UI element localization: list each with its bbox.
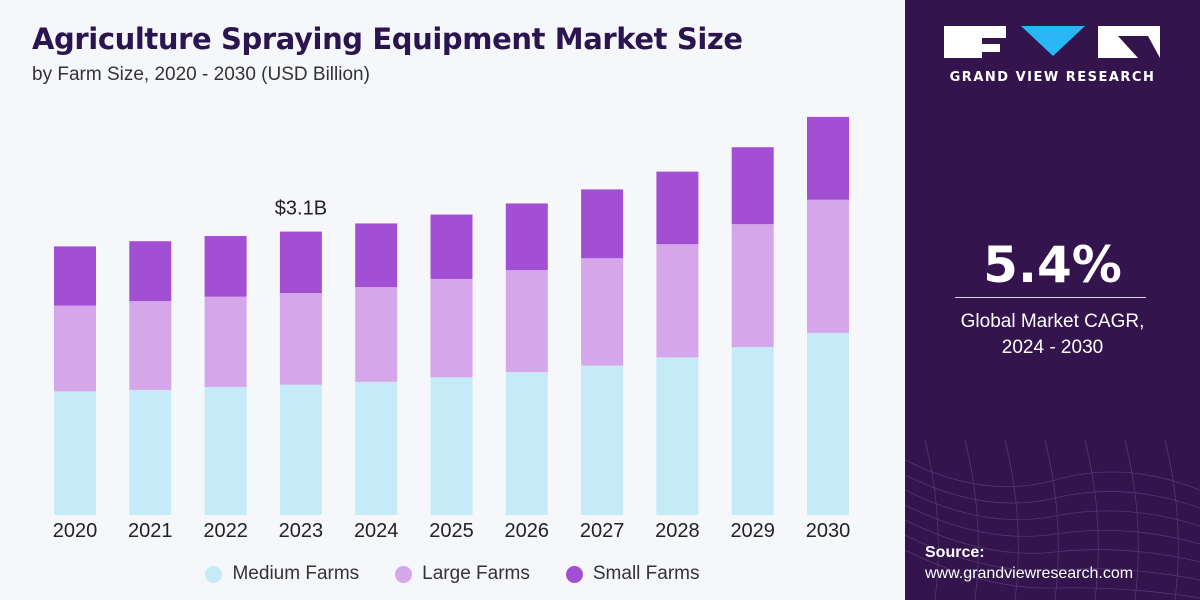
x-tick-label-2021: 2021 (128, 520, 173, 542)
bar-2028-small-farms (656, 171, 699, 245)
legend-swatch-small-farms (565, 565, 583, 583)
cagr-label-line2: 2024 - 2030 (1001, 337, 1104, 358)
bar-2023-medium-farms (279, 384, 322, 515)
bar-2027-medium-farms (581, 365, 624, 515)
bar-2020-small-farms (54, 246, 96, 306)
x-tick-label-2026: 2026 (505, 520, 550, 542)
bar-2028-medium-farms (656, 357, 699, 515)
cagr-label-line1: Global Market CAGR, (960, 311, 1145, 332)
cagr-value: 5.4% (983, 236, 1122, 294)
x-tick-label-2020: 2020 (53, 520, 98, 542)
bar-2022-large-farms (204, 296, 247, 387)
gvr-logo-icon (944, 26, 1160, 58)
bar-2020-large-farms (54, 305, 96, 392)
source-label: Source: (925, 544, 985, 561)
legend-label-small-farms: Small Farms (592, 563, 700, 584)
chart-subtitle: by Farm Size, 2020 - 2030 (USD Billion) (32, 64, 370, 85)
bar-2028-large-farms (656, 244, 699, 358)
bar-2029-large-farms (731, 224, 774, 348)
legend-label-large-farms: Large Farms (422, 563, 530, 584)
x-tick-label-2028: 2028 (655, 520, 700, 542)
bar-2030-small-farms (807, 116, 849, 200)
bar-2029-medium-farms (731, 347, 774, 515)
x-tick-label-2024: 2024 (354, 520, 399, 542)
cagr-label: Global Market CAGR, 2024 - 2030 (905, 309, 1200, 361)
bar-2024-large-farms (355, 287, 398, 382)
bar-2030-medium-farms (807, 332, 849, 515)
legend-swatch-medium-farms (205, 565, 223, 583)
legend-label-medium-farms: Medium Farms (232, 563, 360, 584)
bar-2024-small-farms (355, 223, 398, 288)
chart-title: Agriculture Spraying Equipment Market Si… (32, 22, 743, 56)
bar-2023-large-farms (279, 293, 322, 385)
x-tick-label-2022: 2022 (203, 520, 248, 542)
stacked-bar-chart: 2020 2021 2022 2023 2024 2025 2026 2027 2028 2029… (53, 116, 851, 542)
source-block: Source: www.grandviewresearch.com (925, 544, 1133, 583)
bar-2021-large-farms (129, 301, 172, 390)
x-tick-label-2029: 2029 (730, 520, 775, 542)
brand-sidebar: GRAND VIEW RESEARCH 5.4% Global Market C… (905, 0, 1200, 600)
bar-2027-small-farms (581, 189, 624, 259)
source-url-link[interactable]: www.grandviewresearch.com (925, 565, 1134, 582)
legend-item-small-farms: Small Farms (565, 563, 700, 585)
brand-name: GRAND VIEW RESEARCH (949, 70, 1156, 85)
bar-2029-small-farms (731, 147, 774, 225)
cagr-divider (955, 297, 1146, 298)
chart-panel: Agriculture Spraying Equipment Market Si… (0, 22, 905, 585)
bar-2022-medium-farms (204, 386, 247, 515)
bar-2026-medium-farms (505, 372, 548, 515)
x-tick-label-2023: 2023 (279, 520, 324, 542)
chart-legend: Medium Farms Large Farms Small Farms (0, 563, 905, 585)
legend-swatch-large-farms (395, 565, 413, 583)
bar-2023-small-farms (279, 231, 322, 293)
legend-item-large-farms: Large Farms (395, 563, 530, 585)
bar-2021-medium-farms (129, 389, 172, 515)
x-tick-label-2030: 2030 (806, 520, 851, 542)
bar-2027-large-farms (581, 258, 624, 366)
bar-2025-medium-farms (430, 377, 473, 515)
bar-2030-large-farms (807, 199, 849, 333)
bar-2021-small-farms (129, 241, 172, 302)
bar-2020-medium-farms (54, 391, 96, 515)
bar-2025-small-farms (430, 214, 473, 279)
decorative-mesh-pattern (905, 440, 1200, 600)
bar-2025-large-farms (430, 278, 473, 378)
bar-2024-medium-farms (355, 381, 398, 515)
bar-2026-small-farms (505, 203, 548, 271)
bar-2022-small-farms (204, 236, 247, 297)
x-tick-label-2025: 2025 (429, 520, 474, 542)
x-tick-label-2027: 2027 (580, 520, 625, 542)
legend-item-medium-farms: Medium Farms (205, 563, 359, 585)
data-label-2023: $3.1B (275, 198, 327, 220)
bar-2026-large-farms (505, 270, 548, 373)
